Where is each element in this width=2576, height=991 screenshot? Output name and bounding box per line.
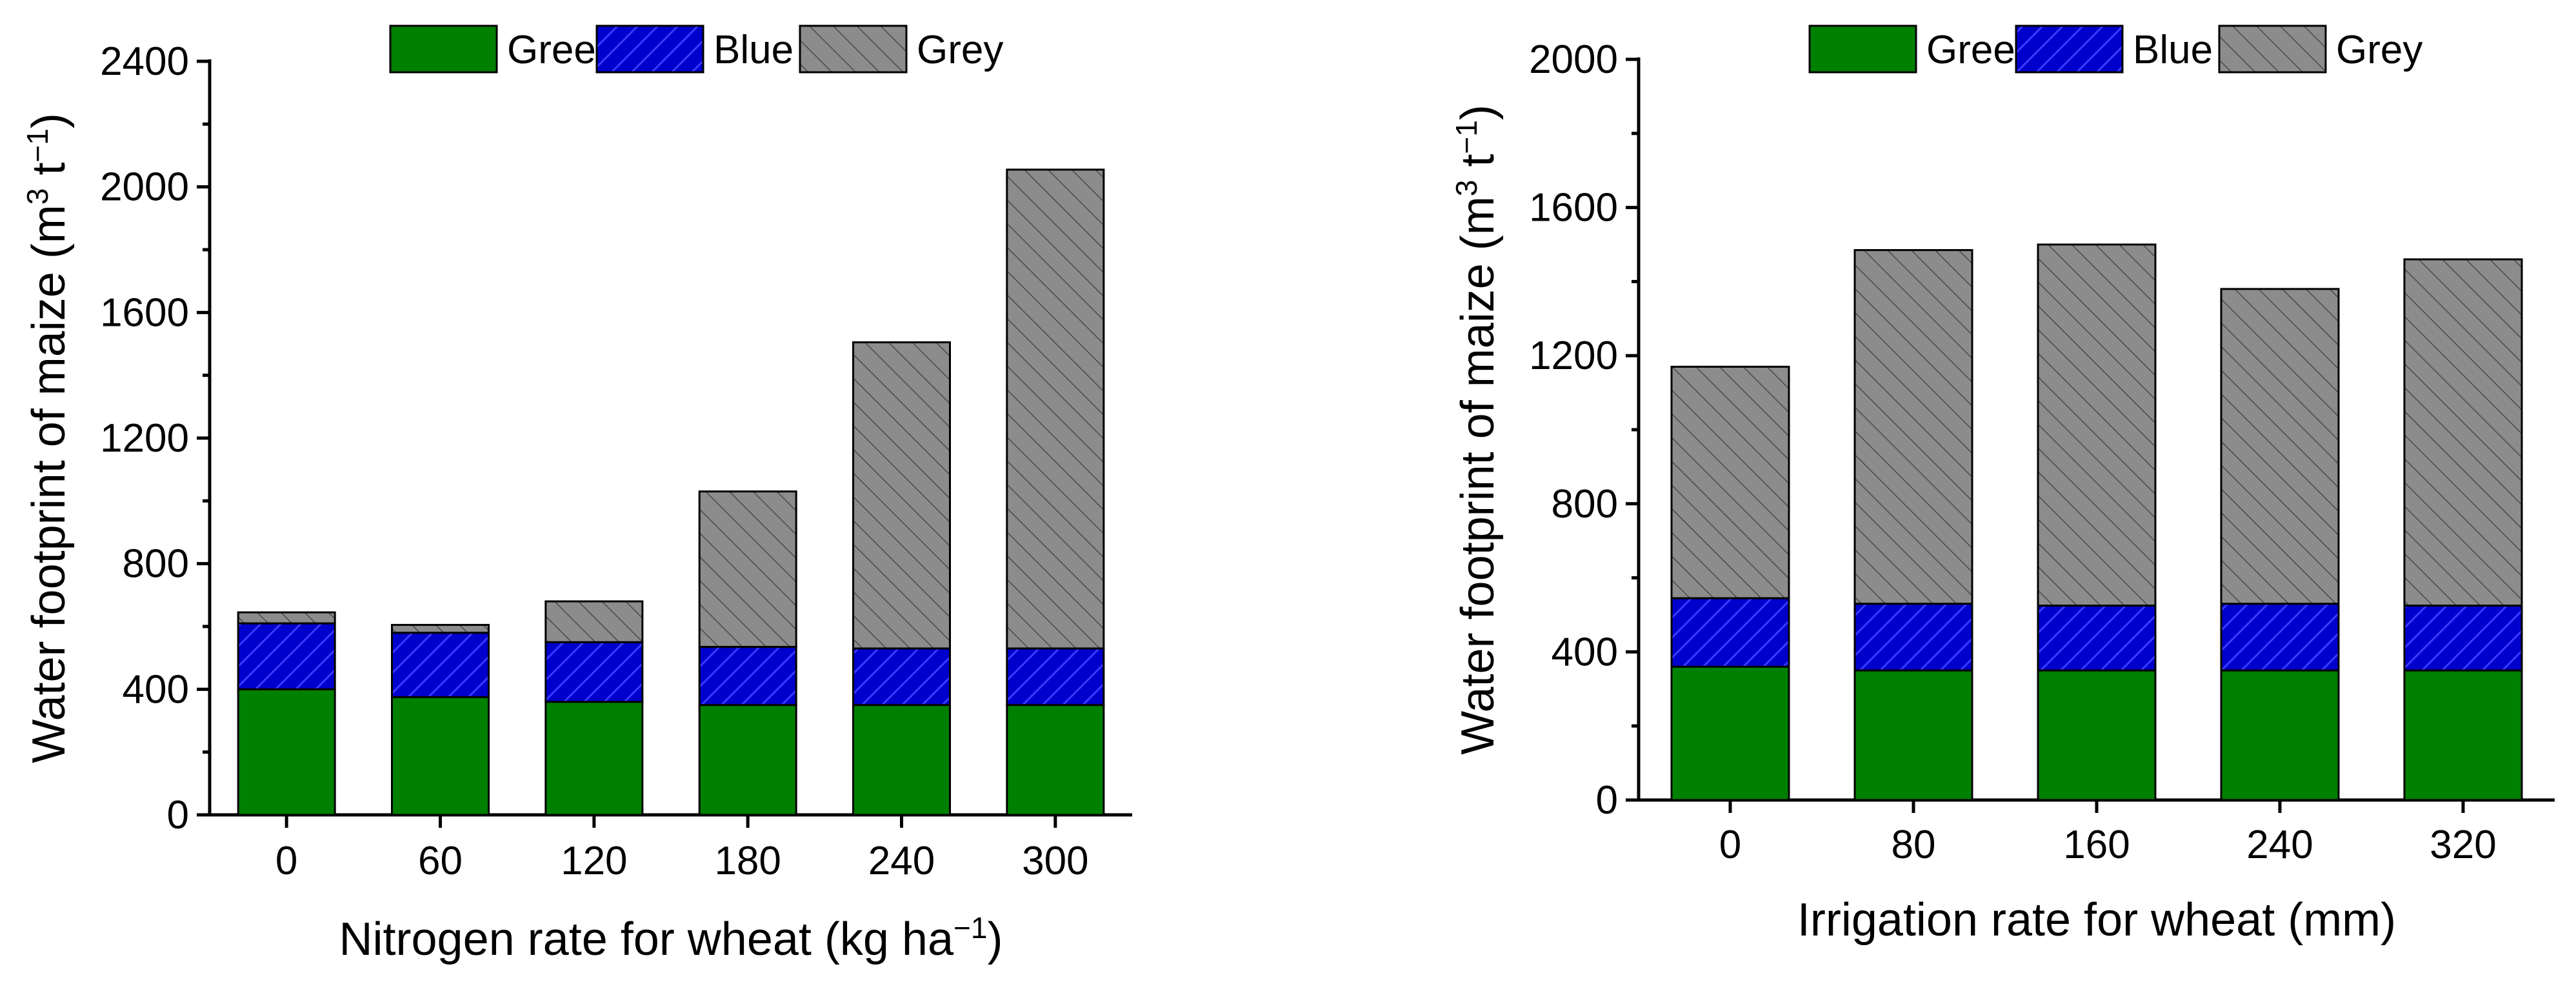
bar-grey-80 (1853, 249, 1973, 605)
legend-swatch-blue (2015, 25, 2124, 74)
y-tick-label: 0 (167, 793, 189, 837)
bar-green-0 (237, 688, 336, 816)
bar-grey-0 (237, 611, 336, 625)
bar-blue-120 (544, 641, 644, 703)
bar-grey-300 (1006, 168, 1105, 650)
x-tick-label: 0 (275, 839, 297, 883)
irrigation-chart: 0 400 800 1200 1600 2000 0 80 160 240 320 Irrigatio… (1450, 25, 2555, 946)
bar-blue-80 (1853, 603, 1973, 672)
legend-label-grey: Grey (2336, 28, 2422, 72)
y-tick-label: 800 (123, 542, 189, 586)
y-tick-label: 2000 (1529, 37, 1618, 82)
legend-swatch-blue (595, 25, 704, 74)
y-tick-label: 2000 (100, 165, 189, 210)
y-axis-title: Water footprint of maize (m3 t−1) (1450, 105, 1504, 755)
x-tick-label: 300 (1022, 839, 1088, 883)
x-tick-label: 0 (1719, 823, 1741, 867)
bar-green-300 (1006, 704, 1105, 816)
nitrogen-chart: 0 400 800 1200 1600 2000 2400 0 60 120 180 240 300 Ni… (21, 25, 1132, 965)
bar-blue-240 (852, 647, 951, 706)
y-tick-label: 1600 (1529, 186, 1618, 230)
y-tick-label: 800 (1552, 482, 1618, 526)
bar-grey-320 (2403, 258, 2523, 607)
y-tick-label: 400 (123, 667, 189, 712)
bar-grey-160 (2037, 243, 2157, 607)
bar-grey-120 (544, 600, 644, 643)
x-tick-label: 60 (418, 839, 463, 883)
x-tick-label: 180 (714, 839, 781, 883)
bar-green-240 (2220, 669, 2340, 801)
legend-label-blue: Blue (714, 28, 794, 72)
legend-swatch-green (1808, 25, 1917, 74)
x-tick-label: 160 (2063, 823, 2130, 867)
y-tick-label: 400 (1552, 630, 1618, 674)
bar-green-320 (2403, 669, 2523, 801)
y-tick-label: 0 (1596, 778, 1618, 823)
bar-blue-240 (2220, 603, 2340, 672)
x-tick-label: 80 (1892, 823, 1936, 867)
legend-swatch-green (389, 25, 498, 74)
x-tick-label: 120 (561, 839, 627, 883)
bar-blue-300 (1006, 647, 1105, 706)
bar-grey-240 (852, 341, 951, 650)
legend-swatch-grey (799, 25, 908, 74)
y-tick-label: 1200 (100, 416, 189, 461)
bar-blue-60 (391, 632, 490, 699)
x-tick-label: 320 (2430, 823, 2496, 867)
y-axis-title: Water footprint of maize (m3 t−1) (21, 113, 75, 763)
bar-grey-180 (698, 490, 797, 648)
x-tick-label: 240 (868, 839, 935, 883)
bar-green-240 (852, 704, 951, 816)
legend-label-blue: Blue (2133, 28, 2213, 72)
bar-blue-180 (698, 646, 797, 706)
y-tick-label: 2400 (100, 39, 189, 84)
bar-blue-0 (1670, 597, 1790, 668)
legend-swatch-grey (2218, 25, 2327, 74)
x-axis-title: Nitrogen rate for wheat (kg ha−1) (339, 911, 1003, 965)
bar-green-160 (2037, 669, 2157, 801)
legend-label-grey: Grey (917, 28, 1003, 72)
bar-green-180 (698, 704, 797, 816)
y-tick-label: 1600 (100, 290, 189, 335)
bar-grey-0 (1670, 365, 1790, 599)
bar-blue-0 (237, 622, 336, 690)
x-axis-title: Irrigation rate for wheat (mm) (1797, 894, 2396, 946)
bar-grey-240 (2220, 288, 2340, 605)
bar-green-120 (544, 701, 644, 816)
bar-green-80 (1853, 669, 1973, 801)
bar-blue-160 (2037, 605, 2157, 672)
bar-green-0 (1670, 665, 1790, 801)
bar-grey-60 (391, 624, 490, 634)
y-tick-label: 1200 (1529, 334, 1618, 378)
x-tick-label: 240 (2246, 823, 2313, 867)
bar-green-60 (391, 696, 490, 816)
bar-blue-320 (2403, 605, 2523, 672)
